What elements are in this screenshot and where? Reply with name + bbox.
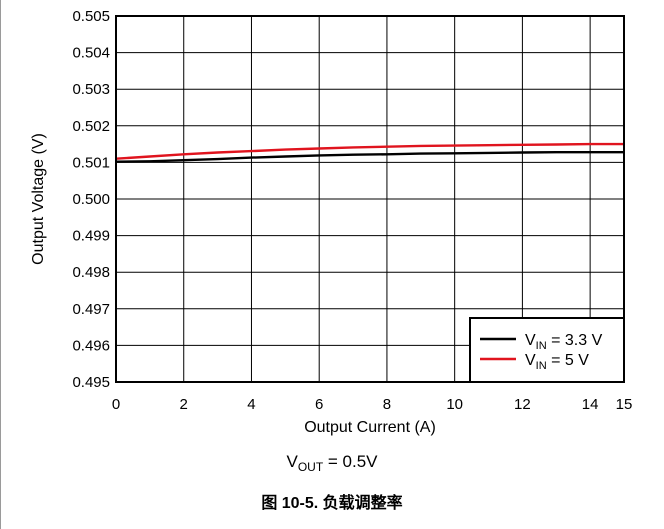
- load-regulation-chart: 0.495 0.496 0.497 0.498 0.499 0.500 0.501 0.502…: [30, 8, 633, 436]
- y-axis-tick-labels: 0.495 0.496 0.497 0.498 0.499 0.500 0.501 0.502…: [72, 8, 110, 391]
- y-tick-label: 0.497: [72, 301, 110, 318]
- chart-series-lines: [115, 142, 624, 163]
- y-tick-label: 0.495: [72, 374, 110, 391]
- series-line-1: [115, 150, 624, 163]
- x-tick-label: 2: [180, 396, 188, 413]
- y-tick-label: 0.500: [72, 191, 110, 208]
- legend-box: [469, 317, 625, 383]
- page-left-border: [0, 0, 1, 529]
- chart-grid: [116, 16, 624, 382]
- x-tick-label: 12: [514, 396, 531, 413]
- y-tick-label: 0.505: [72, 8, 110, 25]
- y-tick-label: 0.499: [72, 228, 110, 245]
- x-tick-label: 0: [112, 396, 120, 413]
- y-tick-label: 0.501: [72, 154, 110, 171]
- x-axis-title: Output Current (A): [304, 419, 436, 436]
- x-tick-label: 15: [616, 396, 633, 413]
- y-tick-label: 0.502: [72, 118, 110, 135]
- x-tick-label: 4: [247, 396, 255, 413]
- test-condition-label: VOUT = 0.5V: [0, 452, 664, 474]
- condition-value: = 0.5V: [323, 452, 378, 471]
- y-tick-label: 0.498: [72, 264, 110, 281]
- x-tick-label: 6: [315, 396, 323, 413]
- legend-entry: VIN = 3.3 V: [525, 332, 603, 352]
- figure-caption: 图 10-5. 负载调整率: [261, 495, 403, 512]
- y-tick-label: 0.504: [72, 45, 110, 62]
- x-tick-label: 8: [383, 396, 391, 413]
- condition-symbol: V: [286, 452, 298, 471]
- x-axis-tick-labels: 0 2 4 6 8 10 12 14 15: [112, 396, 633, 413]
- y-tick-label: 0.503: [72, 81, 110, 98]
- y-axis-title: Output Voltage (V): [30, 133, 47, 265]
- x-tick-label: 10: [446, 396, 463, 413]
- legend-entry: VIN = 5 V: [525, 352, 589, 372]
- condition-subscript: OUT: [297, 460, 324, 474]
- series-line-2: [115, 142, 624, 160]
- x-tick-label: 14: [582, 396, 599, 413]
- y-tick-label: 0.496: [72, 337, 110, 354]
- plot-area-frame: [115, 15, 625, 383]
